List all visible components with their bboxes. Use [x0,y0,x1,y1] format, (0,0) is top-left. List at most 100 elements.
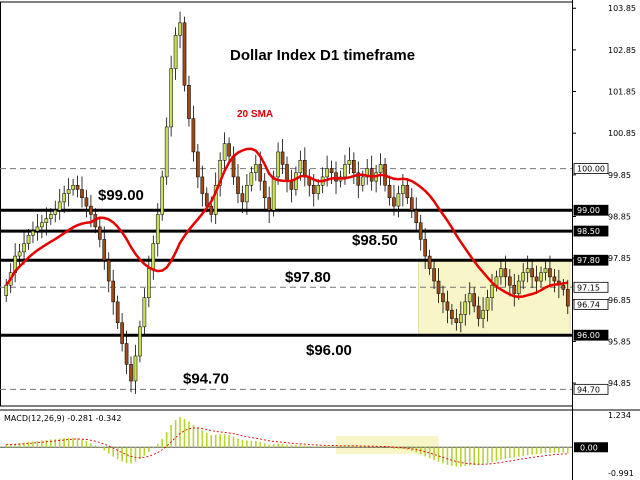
candle-bear [182,22,187,86]
candle-bear [285,164,289,182]
level-tag-box [573,383,609,395]
candle-bear [236,176,240,194]
candle-bull [147,268,151,298]
candle-bear [352,160,356,174]
candle-bear [508,276,512,286]
candle-bear [387,185,392,199]
candle-bear [565,289,570,307]
candle-bear [432,268,436,282]
macd-highlight-box [336,436,439,454]
candle-bear [289,180,294,190]
candle-bull [40,222,44,228]
level-tag-text: 96.00 [577,331,600,340]
candle-bear [311,185,316,194]
candle-bear [98,226,102,240]
candle-bear [200,176,205,194]
level-tag-text: 97.15 [577,283,600,292]
macd-pane: 1.234 0.00 -0.991 [0,409,640,478]
candle-bear [106,259,111,282]
candle-bear [427,255,432,269]
level-tag-text: 97.80 [577,256,600,265]
candle-bull [485,297,490,311]
sma-label: 20 SMA [237,109,273,120]
candle-bear [267,197,271,211]
candle-bear [303,160,307,178]
candle-bear [534,276,539,282]
candle-bear [418,222,423,240]
candle-bear [75,185,80,190]
candle-bear [115,301,120,323]
candle-bull [245,185,249,203]
candle-bear [548,268,552,278]
candle-bull [26,234,31,244]
level-label: $99.00 [98,187,144,204]
candle-bear [191,118,196,153]
candle-bear [409,197,414,211]
candle-bull [138,326,142,357]
level-tag-text: 99.00 [577,206,600,215]
candle-bull [396,193,401,207]
candle-bear [111,280,115,303]
candle-bull [316,185,321,194]
candle-bear [530,268,534,278]
candle-bull [294,172,298,190]
candle-bull [31,230,35,236]
level-label: $94.70 [183,370,229,387]
macd-tick-label: -0.991 [608,469,634,478]
candle-bear [262,180,267,199]
candle-bull [347,160,352,165]
macd-zero-tag-box [574,442,608,453]
candle-bear [280,151,285,165]
candle-bear [436,280,441,294]
y-tick-label: 96.85 [608,296,631,305]
candle-bull [53,209,58,215]
candle-bear [102,239,107,261]
candle-bull [271,176,276,211]
candle-bull [133,355,138,382]
candle-bull [169,68,173,128]
candle-bear [356,172,361,186]
level-tag-box [573,254,609,266]
chart-title: Dollar Index D1 timeframe [230,47,415,64]
candle-bear [196,151,200,178]
candle-bear [334,172,338,182]
candle-bull [151,243,156,269]
candle-bull [467,293,472,303]
candle-bear [187,85,191,119]
candle-bull [4,284,9,296]
level-tag-box [573,281,609,293]
candle-bull [253,164,258,174]
candle-bear [84,197,89,207]
candle-bull [516,280,521,294]
candle-bull [360,176,365,186]
candle-bull [343,164,347,178]
macd-label: MACD(12,26,9) -0.281 -0.342 [4,414,121,423]
candle-bull [218,160,222,186]
candle-bull [276,151,280,178]
y-tick-label: 97.85 [608,254,631,263]
level-label: $96.00 [306,342,352,359]
y-tick-label: 99.85 [608,171,631,180]
candle-bull [57,201,62,211]
level-tag-box [573,225,609,237]
candle-bull [539,272,543,282]
candle-bull [62,193,66,203]
candle-bull [71,185,75,190]
candle-bull [17,251,22,257]
candle-bull [35,226,40,232]
candle-bear [561,284,566,290]
y-tick-label: 98.85 [608,212,631,221]
candle-bull [521,272,526,282]
candle-bull [66,189,71,194]
level-tag-box [573,329,609,341]
y-tick-label: 101.85 [608,88,636,97]
candle-bull [48,214,53,219]
level-tag-text: 98.50 [577,227,600,236]
candle-bull [525,268,530,273]
candle-bull [481,309,485,319]
candle-bull [213,185,218,215]
